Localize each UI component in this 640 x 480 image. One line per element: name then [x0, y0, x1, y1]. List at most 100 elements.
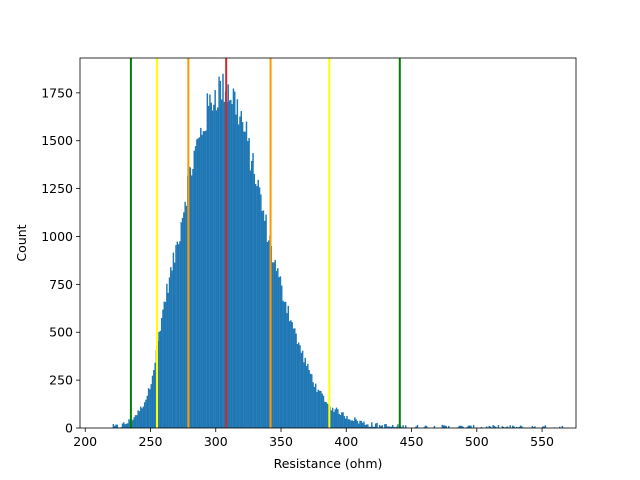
- histogram-bar: [171, 270, 173, 428]
- histogram-bar: [283, 301, 286, 428]
- histogram-bar: [265, 214, 267, 428]
- histogram-bar: [531, 425, 534, 428]
- histogram-bar: [288, 321, 291, 428]
- histogram-bar: [196, 139, 198, 429]
- histogram-bar: [194, 146, 197, 428]
- histogram-bar: [334, 409, 336, 428]
- histogram-bar: [347, 419, 350, 428]
- histogram-bar: [150, 384, 152, 428]
- x-tick-label: 350: [269, 434, 293, 449]
- histogram-bar: [245, 121, 248, 428]
- histogram-bar: [294, 328, 296, 428]
- histogram-bar: [354, 417, 356, 428]
- histogram-bar: [237, 124, 240, 429]
- histogram-bar: [250, 160, 253, 428]
- histogram-bar: [318, 390, 321, 428]
- histogram-bar: [141, 408, 143, 428]
- histogram-bar: [256, 186, 258, 428]
- histogram-bar: [346, 415, 348, 428]
- histogram-bar: [459, 425, 462, 428]
- histogram-bar: [231, 104, 233, 428]
- histogram-bar: [360, 420, 363, 428]
- histogram-bar: [247, 140, 249, 428]
- histogram-bar: [397, 424, 399, 428]
- histogram-bar: [314, 383, 317, 428]
- histogram-bar: [198, 137, 201, 428]
- histogram-bar: [181, 217, 184, 428]
- histogram-bar: [489, 426, 492, 428]
- histogram-bar: [365, 424, 368, 428]
- histogram-bar: [202, 131, 205, 428]
- histogram-bar: [179, 241, 181, 428]
- histogram-bar: [228, 100, 231, 428]
- histogram-bar: [425, 426, 428, 428]
- histogram-bar: [502, 426, 505, 428]
- histogram-bar: [303, 362, 305, 428]
- histogram-bar: [223, 101, 226, 428]
- histogram-bar: [371, 422, 373, 428]
- histogram-bar: [192, 169, 194, 428]
- histogram-bar: [299, 345, 301, 428]
- histogram-bar: [291, 322, 293, 428]
- histogram-bar: [253, 173, 256, 428]
- histogram-bar: [534, 426, 536, 428]
- histogram-bar: [153, 370, 155, 428]
- histogram-bar: [166, 283, 168, 428]
- histogram-bar: [112, 424, 115, 428]
- histogram-bar: [290, 320, 292, 428]
- histogram-bar: [262, 210, 265, 428]
- histogram-bar: [361, 422, 364, 428]
- x-tick-label: 400: [334, 434, 358, 449]
- histogram-bar: [162, 309, 164, 428]
- histogram-bar: [331, 407, 334, 428]
- histogram-bar: [281, 285, 283, 428]
- histogram-bar: [364, 424, 367, 428]
- histogram-bar: [378, 424, 381, 428]
- histogram-bar: [424, 425, 427, 428]
- histogram-bar: [358, 423, 360, 428]
- histogram-bar: [164, 301, 167, 428]
- histogram-bar: [189, 167, 192, 428]
- histogram-bar: [444, 425, 446, 428]
- histogram-bar: [472, 424, 475, 428]
- histogram-bar: [372, 426, 374, 428]
- histogram-bar: [515, 427, 518, 428]
- histogram-bar: [368, 427, 370, 428]
- vertical-marker-lines: [129, 58, 401, 428]
- histogram-bar: [305, 365, 308, 428]
- histogram-bar: [317, 389, 320, 428]
- histogram-bar: [322, 395, 325, 428]
- histogram-bar: [402, 425, 404, 428]
- histogram-bar: [244, 131, 246, 428]
- histogram-bar: [214, 90, 216, 428]
- histogram-bar: [230, 99, 232, 428]
- x-tick-label: 250: [139, 434, 163, 449]
- histogram-bar: [497, 425, 500, 428]
- histogram-bar: [470, 425, 472, 428]
- histogram-bar: [325, 402, 327, 428]
- histogram-bar: [316, 391, 318, 428]
- histogram-bar: [239, 116, 241, 428]
- histogram-bar: [249, 170, 252, 428]
- histogram-bar: [386, 426, 389, 428]
- histogram-bar: [170, 267, 172, 428]
- histogram-bar: [416, 424, 419, 428]
- histogram-bar: [339, 414, 342, 428]
- y-tick-label: 500: [49, 325, 73, 340]
- y-tick-label: 1750: [41, 85, 73, 100]
- histogram-bar: [193, 150, 196, 429]
- histogram-bar: [149, 389, 151, 428]
- histogram-bar: [415, 426, 417, 428]
- histogram-bar: [308, 370, 310, 428]
- histogram-bar: [297, 342, 300, 428]
- histogram-bar: [352, 421, 355, 428]
- histogram-bar: [286, 313, 288, 428]
- histogram-bar: [480, 427, 483, 428]
- histogram-bar: [258, 187, 261, 428]
- histogram-bar: [493, 425, 496, 428]
- histogram-bar: [509, 425, 511, 428]
- histogram-bar: [532, 427, 535, 428]
- histogram-bar: [163, 301, 165, 428]
- histogram-bar: [167, 292, 169, 428]
- histogram-bar: [320, 390, 322, 428]
